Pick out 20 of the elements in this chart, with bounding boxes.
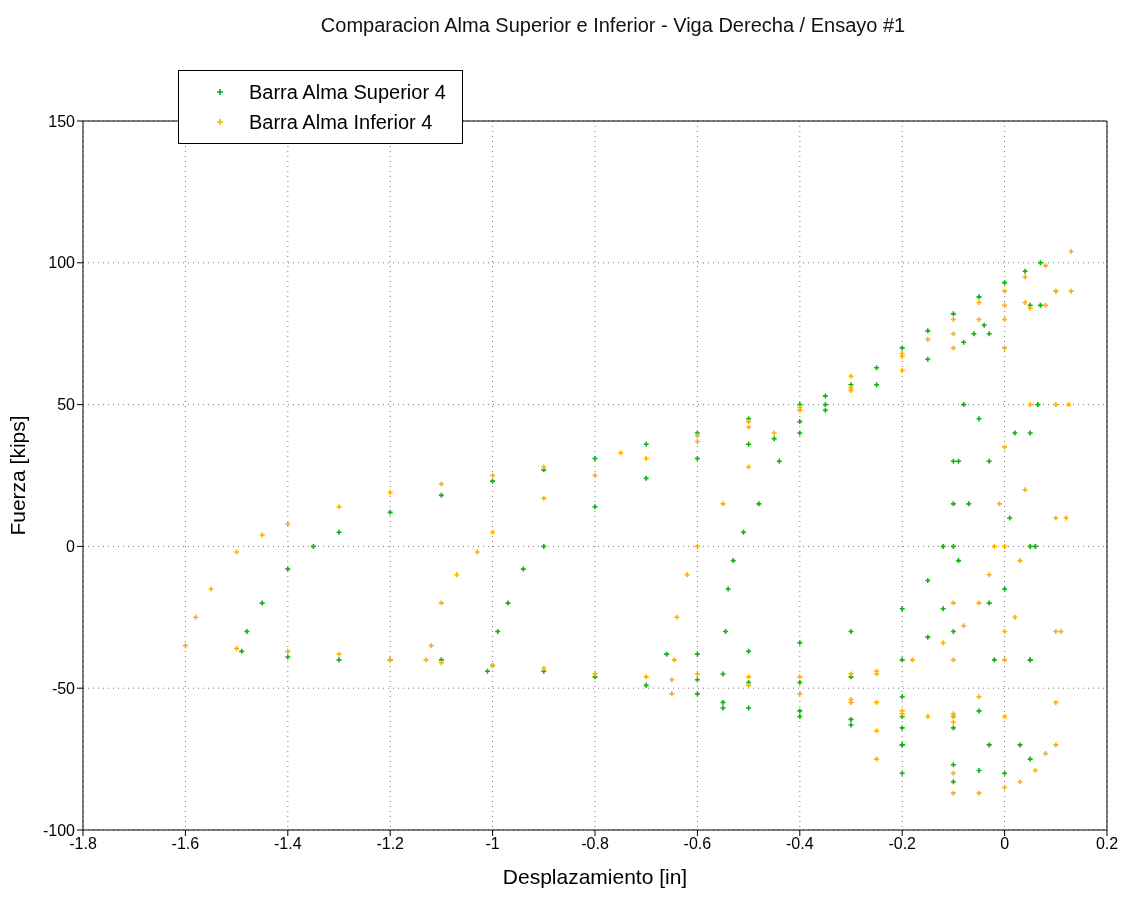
x-tick-label: 0.2 [1095,835,1119,853]
y-axis-title: Fuerza [kips] [6,415,30,536]
y-tick-label: 0 [66,538,76,556]
x-tick-label: -0.8 [581,835,609,853]
chart-title: Comparacion Alma Superior e Inferior - Viga Derecha / Ensayo #1 [319,14,907,37]
x-tick-label: -0.2 [888,835,917,853]
x-axis-title: Desplazamiento [in] [502,865,688,888]
x-tick-label: -1.6 [171,835,200,853]
x-tick-label: 0 [1000,835,1010,853]
y-tick-label: -50 [51,679,76,697]
y-tick-label: 150 [48,112,76,130]
y-tick-label: 50 [57,396,76,414]
x-tick-label: -1.2 [376,835,405,853]
x-tick-label: -1 [485,835,500,853]
legend-label: Barra Alma Superior 4 [249,80,446,105]
x-tick-label: -0.4 [786,835,814,853]
legend-label: Barra Alma Inferior 4 [249,110,433,135]
x-tick-label: -0.6 [683,835,712,853]
x-tick-label: -1.4 [274,835,302,853]
y-tick-label: 100 [48,254,76,272]
